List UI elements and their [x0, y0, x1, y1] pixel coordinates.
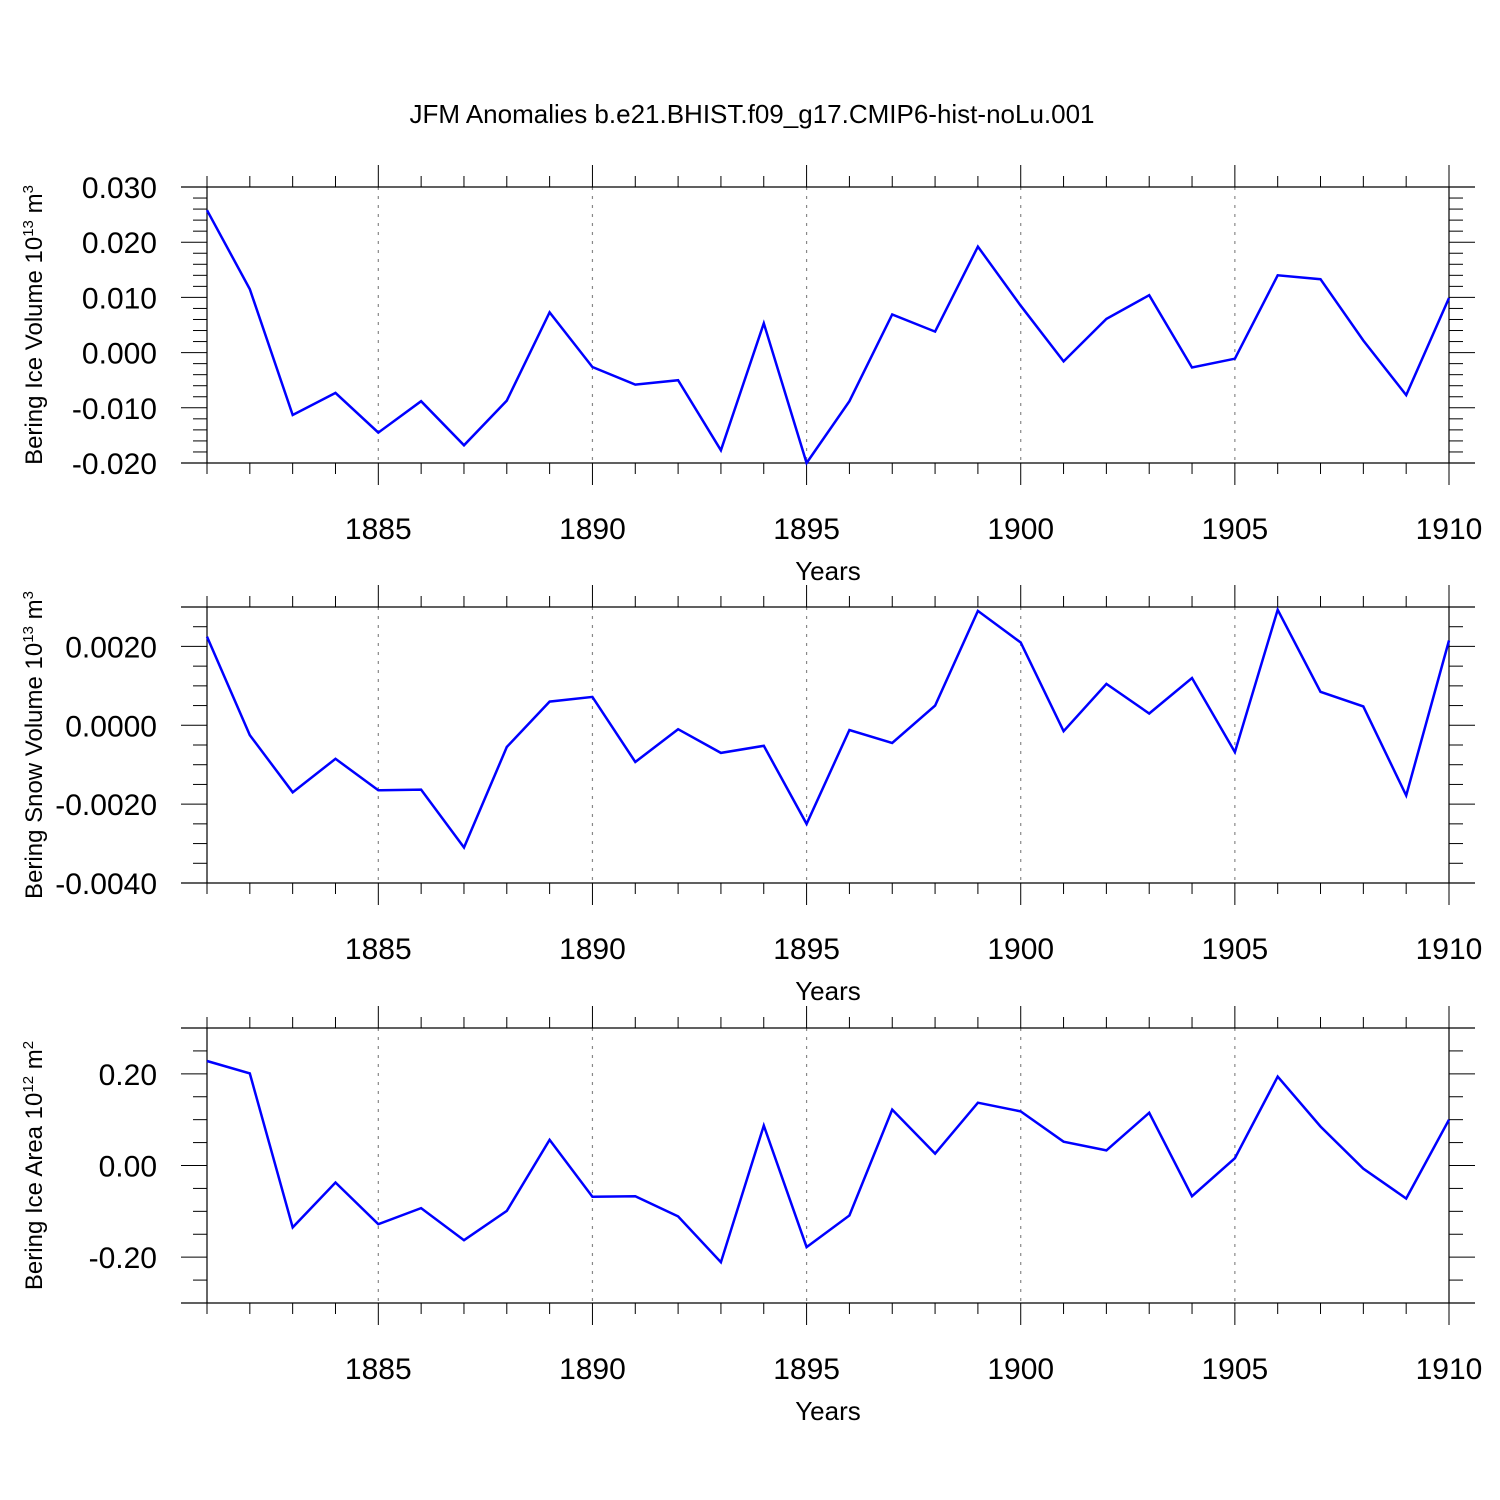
x-tick-label: 1890	[559, 1353, 626, 1386]
y-axis-label-base: Bering Snow Volume 10	[21, 643, 48, 899]
x-tick-label: 1905	[1201, 513, 1268, 546]
y-axis-label-exponent: 12	[20, 1076, 37, 1093]
y-tick-label: 0.010	[82, 282, 157, 315]
y-tick-label: -0.20	[89, 1242, 157, 1275]
y-tick-label: -0.0020	[55, 789, 157, 822]
chart-title: JFM Anomalies b.e21.BHIST.f09_g17.CMIP6-…	[409, 99, 1094, 129]
y-axis-label-base: Bering Ice Area 10	[21, 1093, 48, 1290]
x-axis-label: Years	[795, 1396, 861, 1426]
y-axis-label-exponent: 13	[20, 220, 37, 237]
y-axis-label-unit: m	[21, 599, 48, 626]
x-tick-label: 1900	[987, 1353, 1054, 1386]
x-tick-label: 1900	[987, 513, 1054, 546]
y-axis-label-exponent: 13	[20, 626, 37, 643]
y-axis-label-unit-exponent: 3	[20, 185, 37, 193]
x-tick-label: 1885	[345, 513, 412, 546]
x-tick-label: 1890	[559, 513, 626, 546]
y-axis-label-unit-exponent: 3	[20, 591, 37, 599]
y-tick-label: 0.030	[82, 172, 157, 205]
y-tick-label: -0.020	[72, 448, 157, 481]
chart-panels: 1885 1890 1895 1900 1905 1910 -0.020 -0.010 0.00…	[20, 165, 1482, 1426]
x-axis-label: Years	[795, 976, 861, 1006]
y-axis-label-unit-exponent: 2	[20, 1041, 37, 1049]
x-tick-label: 1885	[345, 933, 412, 966]
series-line	[205, 209, 1451, 466]
x-tick-label: 1905	[1201, 933, 1268, 966]
y-tick-label: 0.000	[82, 338, 157, 371]
x-tick-label: 1890	[559, 933, 626, 966]
x-tick-label: 1910	[1416, 1353, 1483, 1386]
y-tick-label: 0.00	[99, 1151, 157, 1184]
x-axis-label: Years	[795, 556, 861, 586]
x-tick-label: 1885	[345, 1353, 412, 1386]
y-axis-label-base: Bering Ice Volume 10	[21, 237, 48, 465]
y-tick-label: 0.020	[82, 227, 157, 260]
panel-snow-volume: 1885 1890 1895 1900 1905 1910 -0.0040 -0.0020 0.…	[20, 585, 1482, 1006]
panel-ice-area: 1885 1890 1895 1900 1905 1910 -0.20 0.00 0.20 Yea…	[20, 1006, 1482, 1426]
x-tick-label: 1910	[1416, 513, 1483, 546]
y-axis-label: Bering Ice Volume 1013 m3	[20, 185, 48, 465]
y-tick-label: 0.20	[99, 1059, 157, 1092]
y-tick-label: -0.010	[72, 393, 157, 426]
x-tick-label: 1900	[987, 933, 1054, 966]
y-axis-label-unit: m	[21, 1049, 48, 1076]
series-line	[206, 1059, 1451, 1265]
y-tick-label: -0.0040	[55, 868, 157, 901]
x-tick-label: 1905	[1201, 1353, 1268, 1386]
y-tick-label: 0.0000	[65, 710, 157, 743]
y-tick-label: 0.0020	[65, 631, 157, 664]
x-tick-label: 1910	[1416, 933, 1483, 966]
series-line	[205, 606, 1451, 850]
x-tick-label: 1895	[773, 1353, 840, 1386]
y-axis-label: Bering Ice Area 1012 m2	[20, 1041, 48, 1290]
y-axis-label-unit: m	[21, 193, 48, 220]
y-axis-label: Bering Snow Volume 1013 m3	[20, 591, 48, 899]
panel-ice-volume: 1885 1890 1895 1900 1905 1910 -0.020 -0.010 0.00…	[20, 165, 1482, 586]
x-tick-label: 1895	[773, 513, 840, 546]
x-tick-label: 1895	[773, 933, 840, 966]
